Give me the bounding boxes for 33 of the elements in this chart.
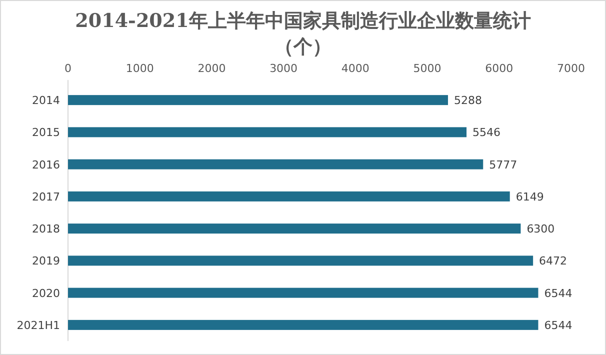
x-tick-label: 7000 bbox=[557, 62, 585, 75]
data-label: 6472 bbox=[539, 254, 568, 268]
data-label: 5777 bbox=[489, 158, 518, 172]
x-tick-label: 0 bbox=[64, 62, 72, 75]
chart-title: 2014-2021年上半年中国家具制造行业企业数量统计（个） bbox=[74, 9, 532, 60]
data-label: 6544 bbox=[544, 286, 572, 300]
bar bbox=[68, 256, 534, 266]
x-tick-label: 2000 bbox=[198, 62, 226, 75]
x-tick-label: 4000 bbox=[341, 62, 370, 75]
data-label: 6149 bbox=[516, 190, 544, 204]
y-tick-label: 2021H1 bbox=[16, 318, 60, 332]
data-label: 5546 bbox=[472, 126, 501, 140]
y-tick-label: 2019 bbox=[32, 254, 60, 268]
data-label: 6544 bbox=[544, 318, 572, 332]
y-tick-label: 2016 bbox=[32, 158, 60, 172]
data-label: 6300 bbox=[526, 222, 555, 236]
y-tick-label: 2018 bbox=[32, 222, 60, 236]
x-tick-label: 6000 bbox=[485, 62, 514, 75]
bar bbox=[68, 95, 448, 106]
bar bbox=[68, 288, 538, 298]
y-tick-label: 2015 bbox=[32, 126, 60, 140]
x-tick-label: 5000 bbox=[413, 62, 442, 75]
y-tick-label: 2014 bbox=[32, 94, 60, 108]
y-tick-label: 2017 bbox=[32, 190, 60, 204]
data-label: 5288 bbox=[454, 94, 482, 108]
bar bbox=[68, 159, 484, 170]
x-tick-label: 1000 bbox=[126, 62, 154, 75]
x-tick-label: 3000 bbox=[270, 62, 298, 75]
bar bbox=[68, 224, 521, 234]
bar bbox=[68, 127, 467, 138]
y-tick-label: 2020 bbox=[32, 286, 60, 300]
bar bbox=[68, 320, 538, 330]
bar bbox=[68, 191, 510, 202]
